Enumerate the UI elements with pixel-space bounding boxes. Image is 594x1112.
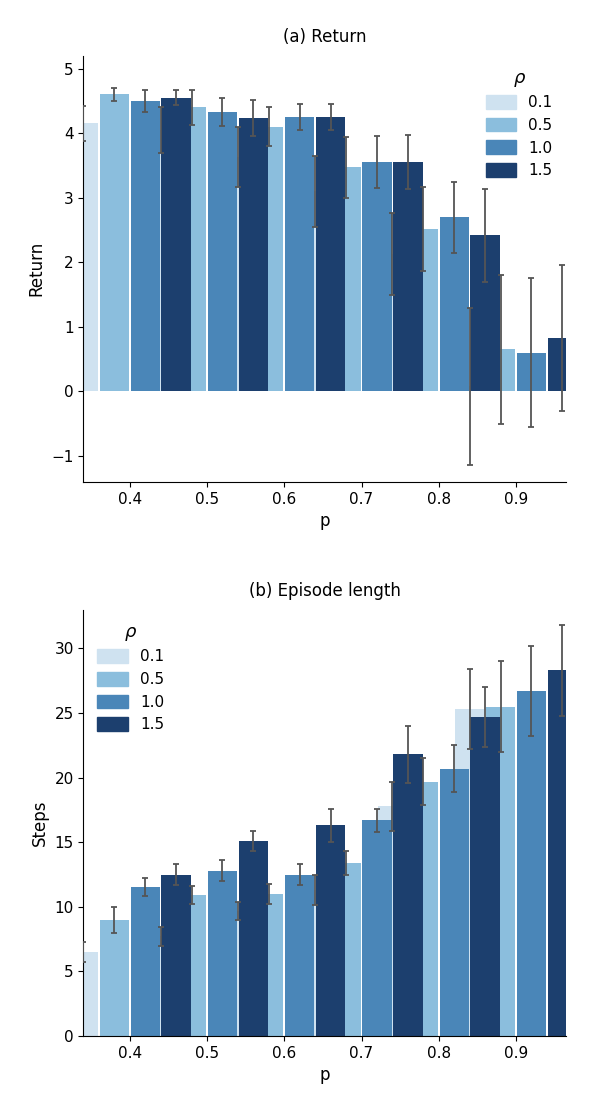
Bar — [455, 709, 484, 1036]
Bar — [331, 168, 361, 391]
Bar — [301, 890, 330, 1036]
Bar — [285, 117, 314, 391]
Bar — [455, 386, 484, 391]
Bar — [69, 952, 98, 1036]
Y-axis label: Steps: Steps — [31, 800, 49, 846]
Bar — [301, 191, 330, 391]
Legend: 0.1, 0.5, 1.0, 1.5: 0.1, 0.5, 1.0, 1.5 — [91, 617, 170, 738]
Title: (b) Episode length: (b) Episode length — [249, 582, 401, 599]
Bar — [100, 920, 129, 1036]
Bar — [208, 871, 237, 1036]
Title: (a) Return: (a) Return — [283, 28, 366, 46]
Bar — [254, 127, 283, 391]
Bar — [208, 112, 237, 391]
Bar — [146, 936, 175, 1036]
Bar — [409, 782, 438, 1036]
Bar — [316, 825, 345, 1036]
Bar — [409, 229, 438, 391]
Bar — [69, 123, 98, 391]
Bar — [146, 130, 175, 391]
Bar — [239, 118, 268, 391]
Y-axis label: Return: Return — [28, 241, 46, 297]
Bar — [362, 821, 391, 1036]
Bar — [131, 101, 160, 391]
Bar — [470, 717, 500, 1036]
Bar — [470, 236, 500, 391]
Bar — [177, 108, 206, 391]
Bar — [285, 874, 314, 1036]
Bar — [440, 217, 469, 391]
Bar — [393, 754, 422, 1036]
Bar — [486, 706, 515, 1036]
Legend: 0.1, 0.5, 1.0, 1.5: 0.1, 0.5, 1.0, 1.5 — [479, 63, 558, 185]
Bar — [362, 162, 391, 391]
Bar — [517, 691, 546, 1036]
Bar — [331, 863, 361, 1036]
Bar — [131, 887, 160, 1036]
Bar — [378, 254, 407, 391]
Bar — [548, 338, 577, 391]
Bar — [548, 671, 577, 1036]
X-axis label: p: p — [320, 1066, 330, 1084]
Bar — [316, 117, 345, 391]
Bar — [223, 911, 252, 1036]
Bar — [223, 157, 252, 391]
Bar — [239, 841, 268, 1036]
Bar — [486, 349, 515, 391]
Bar — [378, 806, 407, 1036]
Bar — [393, 162, 422, 391]
X-axis label: p: p — [320, 513, 330, 530]
Bar — [440, 768, 469, 1036]
Bar — [254, 894, 283, 1036]
Bar — [177, 895, 206, 1036]
Bar — [100, 95, 129, 391]
Bar — [162, 874, 191, 1036]
Bar — [162, 98, 191, 391]
Bar — [517, 353, 546, 391]
